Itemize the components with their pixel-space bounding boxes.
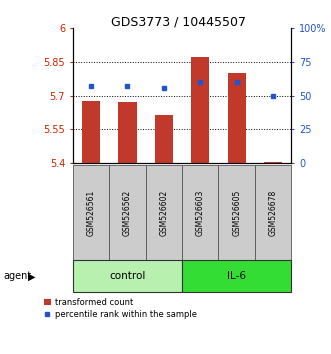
Text: GSM526603: GSM526603 bbox=[196, 189, 205, 236]
Bar bbox=[264, 162, 282, 163]
Bar bbox=[191, 57, 210, 163]
Text: GDS3773 / 10445507: GDS3773 / 10445507 bbox=[111, 16, 246, 29]
Bar bbox=[73, 260, 182, 292]
Text: agent: agent bbox=[3, 271, 31, 281]
Text: control: control bbox=[109, 271, 146, 281]
Bar bbox=[228, 73, 246, 163]
Bar bbox=[109, 165, 146, 260]
Bar bbox=[218, 165, 255, 260]
Bar bbox=[155, 115, 173, 163]
Text: GSM526602: GSM526602 bbox=[159, 189, 168, 235]
Bar bbox=[255, 165, 291, 260]
Bar bbox=[73, 165, 109, 260]
Text: ▶: ▶ bbox=[28, 272, 36, 282]
Bar bbox=[146, 165, 182, 260]
Bar bbox=[182, 165, 218, 260]
Text: GSM526678: GSM526678 bbox=[268, 189, 278, 235]
Text: IL-6: IL-6 bbox=[227, 271, 246, 281]
Bar bbox=[82, 101, 100, 163]
Text: GSM526562: GSM526562 bbox=[123, 189, 132, 235]
Text: GSM526605: GSM526605 bbox=[232, 189, 241, 236]
Legend: transformed count, percentile rank within the sample: transformed count, percentile rank withi… bbox=[44, 298, 197, 319]
Bar bbox=[182, 260, 291, 292]
Text: GSM526561: GSM526561 bbox=[86, 189, 96, 235]
Bar bbox=[118, 102, 137, 163]
